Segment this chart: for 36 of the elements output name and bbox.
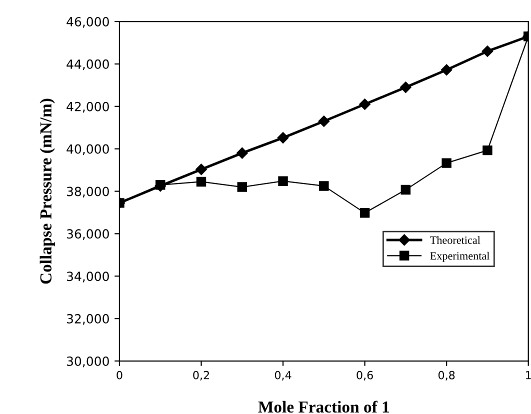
- point: [359, 98, 370, 110]
- x-tick-label: 0,6: [356, 370, 373, 380]
- point: [400, 82, 412, 93]
- y-tick-label: 40,000: [66, 144, 109, 156]
- x-tick-label: 1: [526, 371, 531, 380]
- point: [196, 164, 207, 176]
- legend-label: Theoretical: [430, 236, 480, 244]
- x-tick-label: 0,2: [193, 370, 209, 380]
- y-axis-title: Collapse Pressure (mN/m): [40, 98, 55, 284]
- legend-label: Experimental: [430, 252, 490, 262]
- point: [400, 184, 411, 195]
- y-tick-label: 30,000: [66, 356, 109, 368]
- point: [482, 145, 492, 156]
- x-tick-label: 0: [116, 370, 122, 380]
- x-tick-label: 0,4: [274, 370, 292, 380]
- point: [319, 181, 329, 191]
- point: [360, 208, 370, 218]
- point: [277, 132, 289, 144]
- point: [318, 116, 330, 127]
- y-tick-label: 38,000: [66, 186, 109, 198]
- point: [442, 158, 452, 168]
- x-axis-title: Mole Fraction of 1: [258, 400, 389, 413]
- point: [237, 182, 247, 192]
- point: [482, 46, 494, 57]
- point: [236, 147, 248, 159]
- point: [196, 176, 206, 187]
- y-tick-label: 34,000: [66, 272, 109, 282]
- y-tick-label: 32,000: [66, 314, 109, 325]
- y-tick-label: 46,000: [66, 17, 109, 28]
- y-tick-label: 36,000: [66, 229, 109, 240]
- point: [440, 64, 452, 76]
- x-tick-label: 0,8: [438, 370, 455, 380]
- point: [278, 176, 288, 186]
- point: [156, 180, 166, 190]
- y-tick-label: 44,000: [66, 59, 109, 70]
- y-tick-label: 42,000: [66, 102, 109, 113]
